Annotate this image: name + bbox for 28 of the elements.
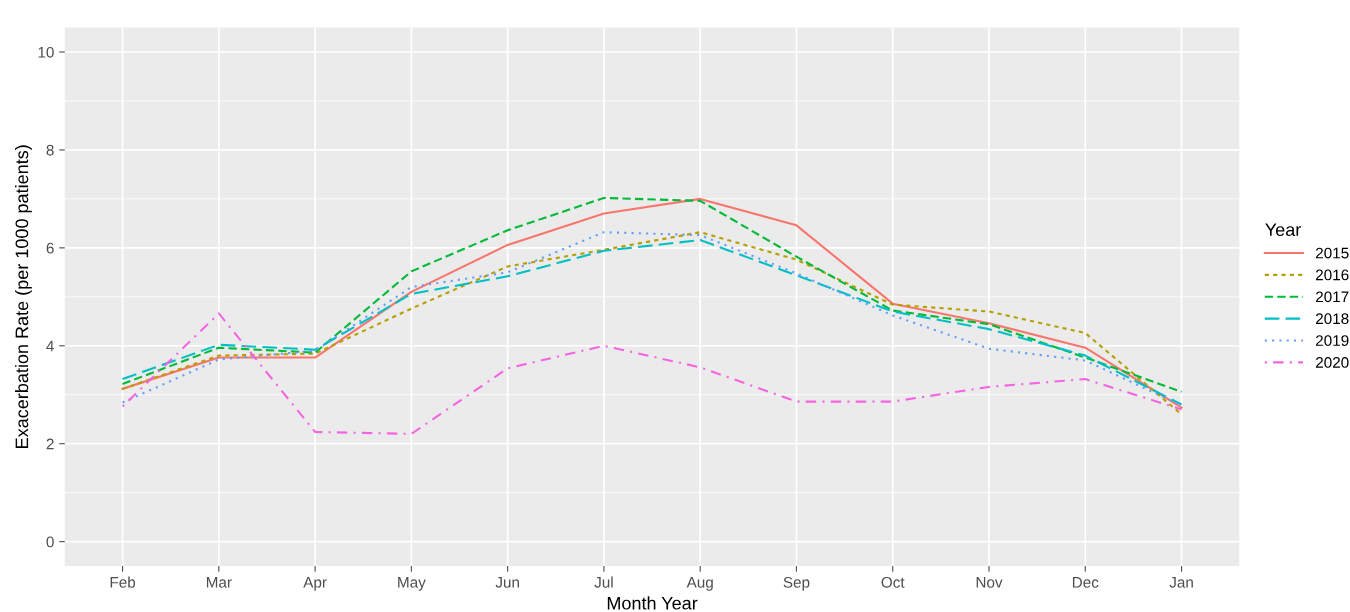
x-tick-label: Sep [783, 576, 810, 591]
y-tick-label: 10 [38, 46, 54, 58]
x-tick-label: Aug [686, 577, 713, 591]
x-tick-label: Feb [110, 576, 136, 588]
y-tick-label: 6 [46, 242, 54, 254]
y-axis-title: Exacerbation Rate (per 1000 patients) [15, 145, 32, 448]
x-tick-label: Jan [1169, 577, 1193, 588]
x-tick-label: Jul [594, 576, 613, 588]
line-series [121, 312, 1183, 435]
y-tick-label: 2 [46, 438, 54, 450]
legend-title: Year [1265, 223, 1301, 237]
legend-label: 2016 [1315, 269, 1349, 281]
x-tick-label: Dec [1072, 577, 1099, 588]
x-tick-label: Nov [976, 577, 1003, 588]
x-tick-label: Mar [206, 577, 232, 588]
legend-label: 2020 [1315, 357, 1349, 368]
y-tick-label: 0 [46, 536, 54, 548]
x-tick-label: Apr [303, 577, 327, 591]
legend-label: 2018 [1315, 313, 1349, 325]
x-tick-label: Oct [881, 576, 905, 588]
legend-label: 2015 [1315, 247, 1349, 259]
y-tick-label: 8 [46, 144, 54, 156]
legend-label: 2019 [1315, 335, 1349, 346]
x-tick-label: Jun [495, 577, 519, 588]
x-axis-title: Month Year [607, 596, 698, 610]
legend-label: 2017 [1315, 291, 1349, 303]
y-tick-label: 4 [46, 340, 54, 352]
x-tick-label: May [398, 577, 426, 591]
